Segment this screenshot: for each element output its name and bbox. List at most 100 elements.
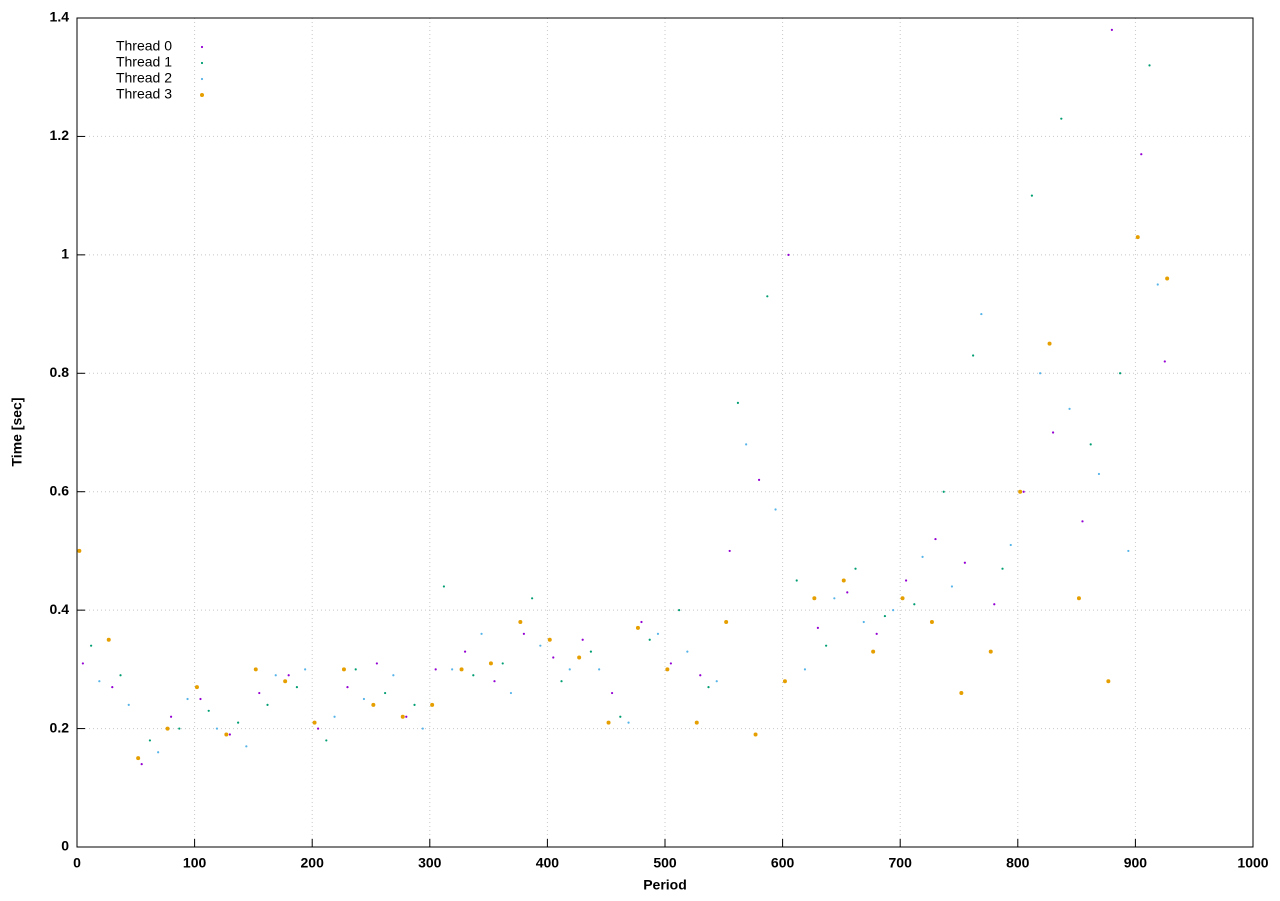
point xyxy=(669,662,672,665)
legend-marker xyxy=(200,45,204,49)
point xyxy=(993,603,996,606)
point xyxy=(581,638,584,641)
point xyxy=(98,680,101,683)
point xyxy=(883,614,887,618)
point xyxy=(375,662,378,665)
point xyxy=(346,686,349,689)
point xyxy=(119,674,122,677)
point xyxy=(1051,431,1055,434)
point xyxy=(169,715,173,718)
point xyxy=(283,679,288,684)
point xyxy=(577,655,582,660)
point xyxy=(413,703,416,706)
point xyxy=(1089,443,1092,446)
point xyxy=(1018,489,1023,494)
point xyxy=(875,632,878,635)
point xyxy=(1156,283,1159,286)
point xyxy=(90,644,93,647)
point xyxy=(362,697,366,701)
point xyxy=(589,650,593,653)
point xyxy=(892,609,895,612)
point xyxy=(224,732,229,737)
point xyxy=(665,667,670,672)
point xyxy=(1076,596,1081,601)
point xyxy=(106,637,111,642)
point xyxy=(648,638,651,641)
point xyxy=(678,609,681,612)
point xyxy=(1110,28,1113,31)
point xyxy=(816,626,819,630)
point xyxy=(199,697,202,701)
point xyxy=(148,739,152,742)
x-tick-label: 400 xyxy=(536,855,560,871)
point xyxy=(165,726,170,731)
point xyxy=(980,312,983,316)
point xyxy=(707,686,710,689)
point xyxy=(531,597,534,600)
point xyxy=(656,632,660,635)
point xyxy=(1060,117,1063,120)
y-tick-label: 0.6 xyxy=(50,482,70,498)
point xyxy=(686,650,689,653)
point xyxy=(421,727,424,730)
point xyxy=(472,674,475,677)
legend-marker xyxy=(200,77,204,81)
x-tick-label: 1000 xyxy=(1237,855,1268,871)
point xyxy=(724,619,729,624)
point xyxy=(950,585,954,588)
point xyxy=(509,691,513,695)
x-tick-label: 0 xyxy=(73,855,81,871)
y-tick-label: 0 xyxy=(61,838,69,854)
y-tick-label: 1 xyxy=(61,246,69,262)
point xyxy=(598,668,601,671)
point xyxy=(833,597,836,600)
point xyxy=(1140,153,1143,156)
plot-frame xyxy=(76,17,1254,848)
point xyxy=(127,703,130,706)
point xyxy=(1097,472,1101,476)
point xyxy=(518,619,523,624)
point xyxy=(812,596,817,601)
legend-label: Thread 2 xyxy=(116,70,172,86)
point xyxy=(699,674,702,677)
point xyxy=(266,703,269,706)
point xyxy=(547,637,552,642)
point xyxy=(178,727,181,730)
x-tick-label: 600 xyxy=(771,855,795,871)
point xyxy=(493,680,496,683)
point xyxy=(1068,407,1071,410)
point xyxy=(913,603,916,606)
point xyxy=(635,625,640,630)
point xyxy=(81,662,84,665)
point xyxy=(854,567,857,570)
point xyxy=(846,591,849,594)
point xyxy=(1119,372,1122,375)
point xyxy=(258,691,261,695)
point xyxy=(640,620,643,624)
point xyxy=(1163,360,1166,363)
point xyxy=(929,619,934,624)
point xyxy=(400,714,405,719)
point xyxy=(371,702,376,707)
point xyxy=(728,549,731,553)
point xyxy=(228,733,231,736)
point xyxy=(501,662,504,665)
point xyxy=(430,702,435,707)
point xyxy=(627,721,630,724)
point xyxy=(774,508,777,511)
point xyxy=(1009,543,1012,547)
point xyxy=(459,667,464,672)
point xyxy=(841,578,846,583)
point xyxy=(384,691,387,695)
point xyxy=(862,620,865,624)
point xyxy=(871,649,876,654)
point xyxy=(610,691,614,695)
x-tick-label: 500 xyxy=(653,855,677,871)
y-tick-label: 0.8 xyxy=(50,364,70,380)
point xyxy=(736,401,740,404)
point xyxy=(354,668,357,671)
point xyxy=(766,295,769,298)
point xyxy=(900,596,905,601)
point xyxy=(434,668,437,671)
